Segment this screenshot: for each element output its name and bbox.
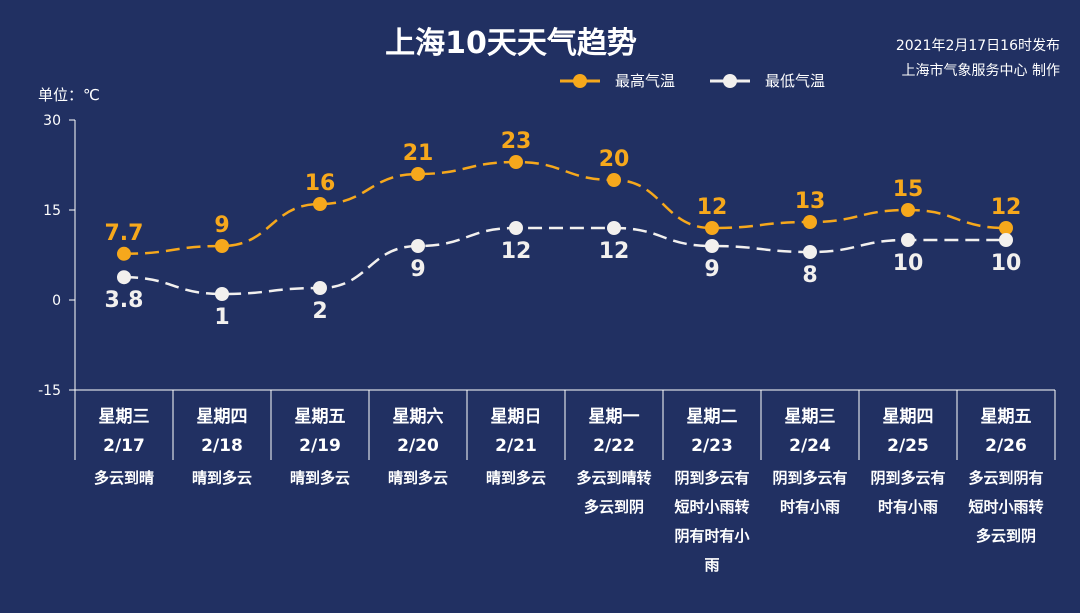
weather-label: 阴到多云有 [870,469,945,487]
y-tick-label: 30 [43,113,61,129]
low-temp-point [803,245,817,259]
low-temp-point [509,221,523,235]
low-temp-label: 12 [599,239,630,264]
weather-label: 多云到阴有 [968,469,1043,487]
date-label: 2/24 [789,436,831,456]
low-temp-label: 10 [893,251,924,276]
low-temp-point [215,287,229,301]
high-temp-point [999,221,1013,235]
day-label: 星期日 [491,407,542,427]
low-temp-line [123,226,1006,296]
high-temp-label: 23 [501,129,532,154]
day-label: 星期五 [981,407,1032,427]
high-temp-point [117,246,131,261]
high-temp-line [123,160,1007,256]
high-temp-label: 13 [795,189,826,214]
y-tick-label: -15 [38,383,61,399]
weather-label: 多云到晴转 [576,469,651,487]
low-temp-label: 1 [214,305,229,330]
date-label: 2/22 [593,436,635,456]
low-temp-label: 8 [802,263,817,288]
weather-label: 晴到多云 [486,469,546,487]
weather-label: 晴到多云 [388,469,448,487]
high-temp-label: 12 [697,195,728,220]
forecast-table: 星期三 星期四 星期五 星期六 星期日 星期一 星期二 星期三 星期四 星期五 2/17 2/18 2/… [74,390,1056,574]
low-temp-point [117,270,131,285]
high-temp-label: 20 [599,147,630,172]
weather-label: 阴到多云有 [772,469,847,487]
high-temp-point [705,221,719,235]
high-temp-label: 15 [893,177,924,202]
weather-label: 短时小雨转 [674,498,749,516]
y-tick-label: 0 [52,293,61,309]
day-label: 星期二 [687,407,738,427]
weather-label: 多云到阴 [584,498,644,516]
legend-marker-2 [723,74,737,88]
weather-label: 多云到晴 [94,469,154,487]
high-temp-point [803,215,817,229]
date-label: 2/18 [201,436,243,456]
high-temp-point [313,197,327,211]
day-label: 星期四 [197,407,248,427]
weather-label: 时有小雨 [878,498,938,516]
high-temp-label: 16 [305,171,336,196]
day-label: 星期三 [785,407,836,427]
high-temp-point [607,173,621,187]
weather-label: 短时小雨转 [968,498,1043,516]
high-temp-point [901,203,915,217]
high-temp-point [215,239,229,253]
date-label: 2/26 [985,436,1027,456]
low-temp-label: 9 [704,257,719,282]
date-label: 2/21 [495,436,537,456]
date-label: 2/19 [299,436,341,456]
low-temp-label: 2 [312,299,327,324]
chart-title: 上海10天天气趋势 [385,26,637,61]
low-temp-point [411,239,425,253]
day-label: 星期一 [589,407,640,427]
high-temp-label: 7.7 [105,221,144,246]
day-label: 星期六 [393,406,444,427]
high-temp-label: 21 [403,141,434,166]
weather-label: 时有小雨 [780,498,840,516]
weather-label: 晴到多云 [290,469,350,487]
legend: 最高气温 最低气温 [560,72,825,90]
low-temp-point [313,281,327,295]
low-temp-point [607,221,621,235]
low-temp-label: 12 [501,239,532,264]
low-temp-point [901,233,915,247]
day-label: 星期三 [99,407,150,427]
low-temp-label: 10 [991,251,1022,276]
high-temp-label: 9 [214,213,229,238]
low-temp-point [999,233,1013,247]
unit-label: 单位：℃ [38,86,100,104]
day-label: 星期五 [295,407,346,427]
day-label: 星期四 [883,407,934,427]
date-label: 2/17 [103,436,145,456]
weather-label: 晴到多云 [192,469,252,487]
y-tick-label: 15 [43,203,61,219]
legend-marker-1 [573,74,587,88]
legend-label-1: 最高气温 [615,72,675,90]
low-temp-label: 9 [410,257,425,282]
date-label: 2/25 [887,436,929,456]
high-temp-point [509,155,523,169]
publisher: 上海市气象服务中心 制作 [902,62,1060,79]
low-temp-point [705,239,719,253]
publish-time: 2021年2月17日16时发布 [896,38,1060,54]
weather-label: 阴有时有小 [674,527,749,545]
weather-label: 多云到阴 [976,527,1036,545]
weather-label: 阴到多云有 [674,469,749,487]
legend-label-2: 最低气温 [765,72,825,90]
weather-label: 雨 [704,556,719,574]
low-temp-label: 3.8 [105,288,144,313]
date-label: 2/20 [397,436,439,456]
date-label: 2/23 [691,436,733,456]
high-temp-point [411,167,425,181]
high-temp-label: 12 [991,195,1022,220]
